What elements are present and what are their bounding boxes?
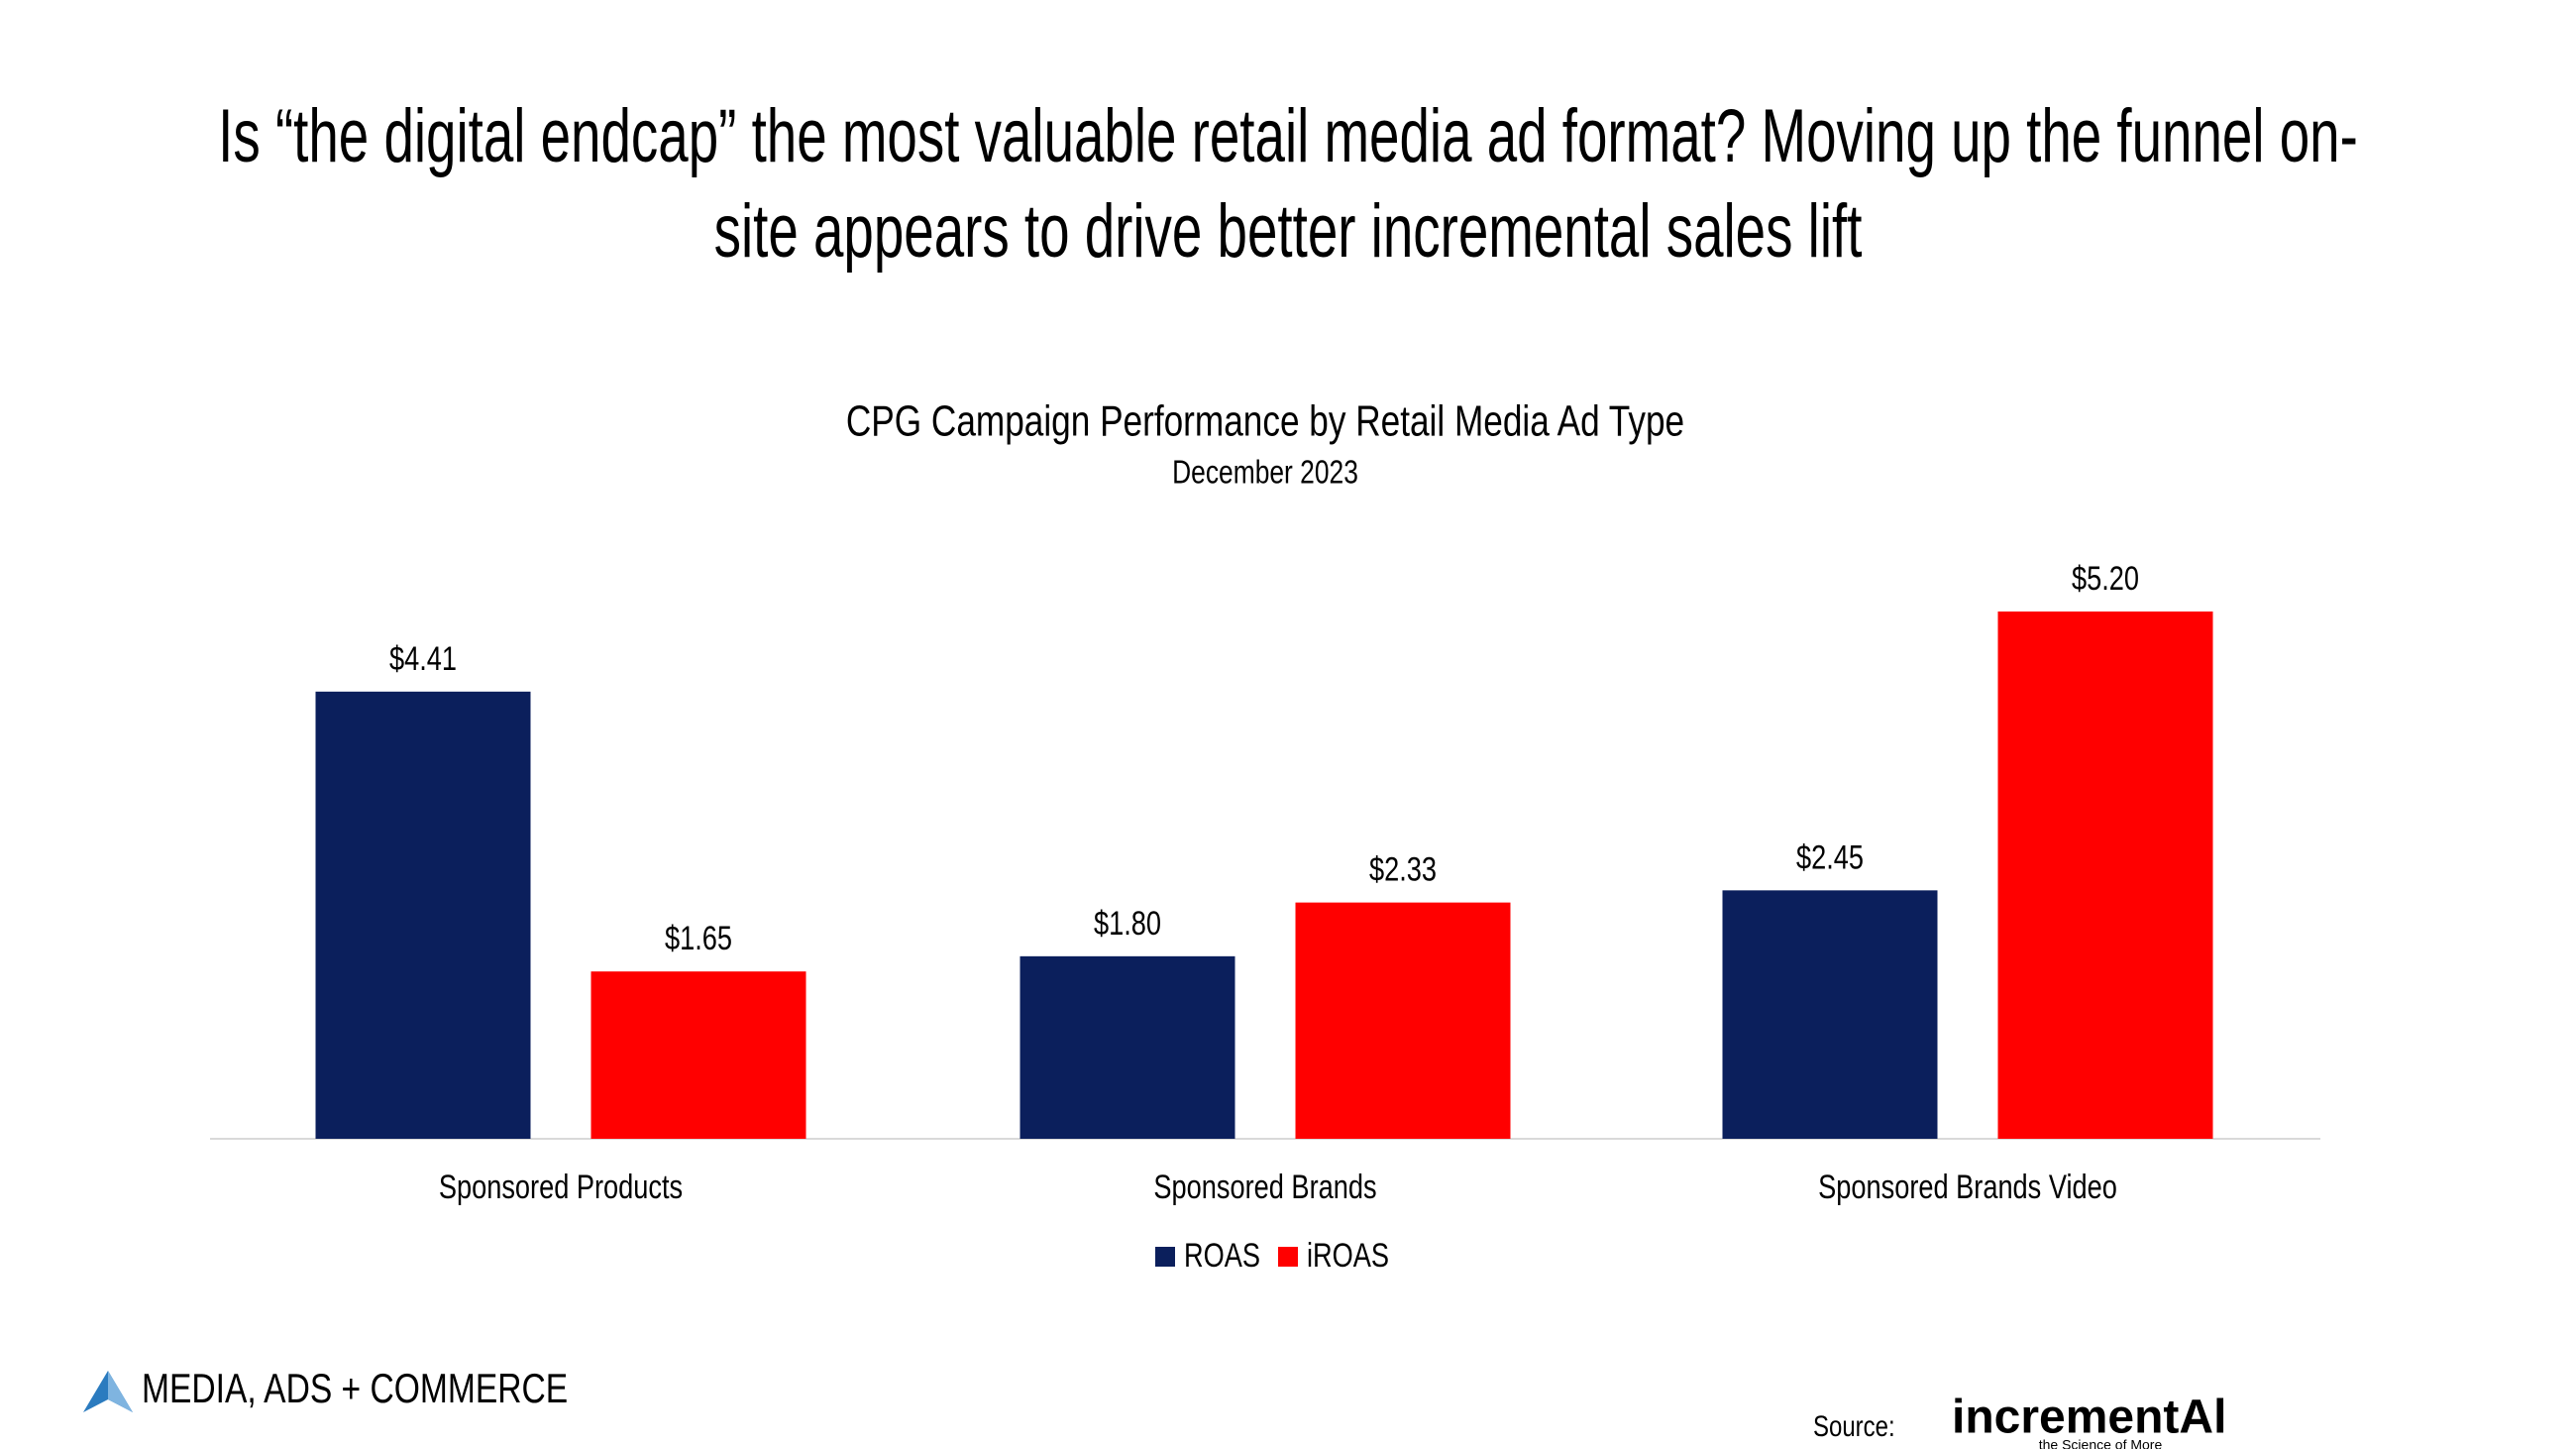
logo-icon [108, 1371, 133, 1412]
brand-logo [83, 1371, 133, 1412]
data-label: $4.41 [389, 639, 457, 678]
bar [315, 691, 531, 1139]
legend-swatch [1278, 1247, 1298, 1267]
chart-title: CPG Campaign Performance by Retail Media… [846, 397, 1684, 446]
legend-label: ROAS [1184, 1236, 1260, 1275]
source-tagline: the Science of More [2039, 1437, 2163, 1449]
x-tick-label: Sponsored Products [439, 1168, 683, 1206]
bar [1722, 890, 1938, 1139]
data-label: $5.20 [2072, 559, 2139, 598]
bar [590, 971, 806, 1139]
x-tick-label: Sponsored Brands Video [1818, 1168, 2117, 1206]
x-tick-label: Sponsored Brands [1153, 1168, 1376, 1206]
bar [1020, 955, 1235, 1139]
data-label: $1.80 [1094, 904, 1161, 943]
brand: MEDIA, ADS + COMMERCE [142, 1367, 568, 1412]
legend-label: iROAS [1307, 1236, 1389, 1275]
source-label: Source: [1813, 1408, 1895, 1442]
chart-subtitle: December 2023 [1172, 455, 1358, 491]
data-label: $1.65 [665, 919, 732, 957]
heading: Is “the digital endcap” the most valuabl… [218, 94, 2358, 274]
bar [1997, 612, 2213, 1139]
data-label: $2.45 [1796, 837, 1864, 876]
data-label: $2.33 [1369, 850, 1437, 889]
source-logo: incrementAl [1952, 1392, 2226, 1444]
legend-swatch [1155, 1247, 1175, 1267]
bar [1295, 902, 1511, 1139]
